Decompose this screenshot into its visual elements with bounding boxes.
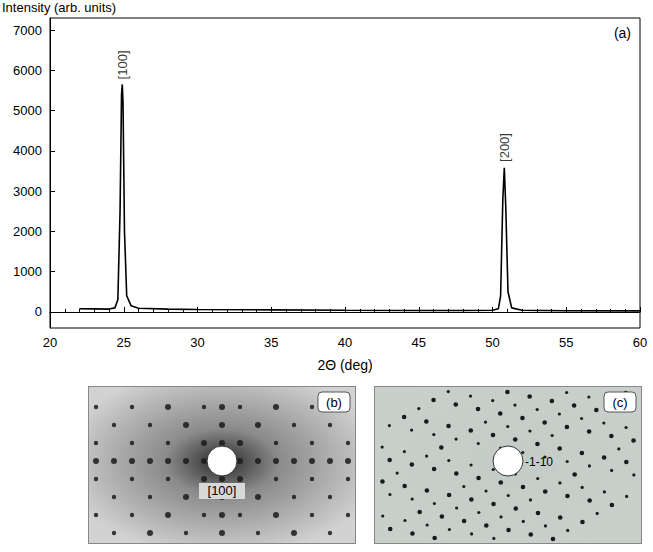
- svg-text:(b): (b): [326, 395, 342, 410]
- svg-text:-1-10: -1-10: [525, 455, 553, 469]
- svg-text:2Θ (deg): 2Θ (deg): [317, 357, 372, 373]
- svg-text:30: 30: [190, 335, 204, 350]
- svg-text:7000: 7000: [13, 23, 42, 38]
- svg-text:Intensity (arb. units): Intensity (arb. units): [2, 0, 116, 15]
- svg-text:50: 50: [485, 335, 499, 350]
- svg-text:1000: 1000: [13, 264, 42, 279]
- svg-text:[100]: [100]: [208, 483, 237, 498]
- svg-text:6000: 6000: [13, 63, 42, 78]
- svg-text:5000: 5000: [13, 103, 42, 118]
- svg-text:40: 40: [338, 335, 352, 350]
- svg-text:[200]: [200]: [497, 133, 512, 162]
- svg-text:(c): (c): [612, 395, 627, 410]
- svg-text:[100]: [100]: [115, 50, 130, 79]
- svg-text:20: 20: [43, 335, 57, 350]
- svg-text:25: 25: [117, 335, 131, 350]
- svg-text:3000: 3000: [13, 184, 42, 199]
- svg-text:0: 0: [35, 304, 42, 319]
- svg-text:55: 55: [559, 335, 573, 350]
- svg-text:(a): (a): [614, 25, 631, 41]
- svg-text:2000: 2000: [13, 224, 42, 239]
- svg-text:4000: 4000: [13, 143, 42, 158]
- svg-text:45: 45: [412, 335, 426, 350]
- svg-text:60: 60: [633, 335, 647, 350]
- svg-text:35: 35: [264, 335, 278, 350]
